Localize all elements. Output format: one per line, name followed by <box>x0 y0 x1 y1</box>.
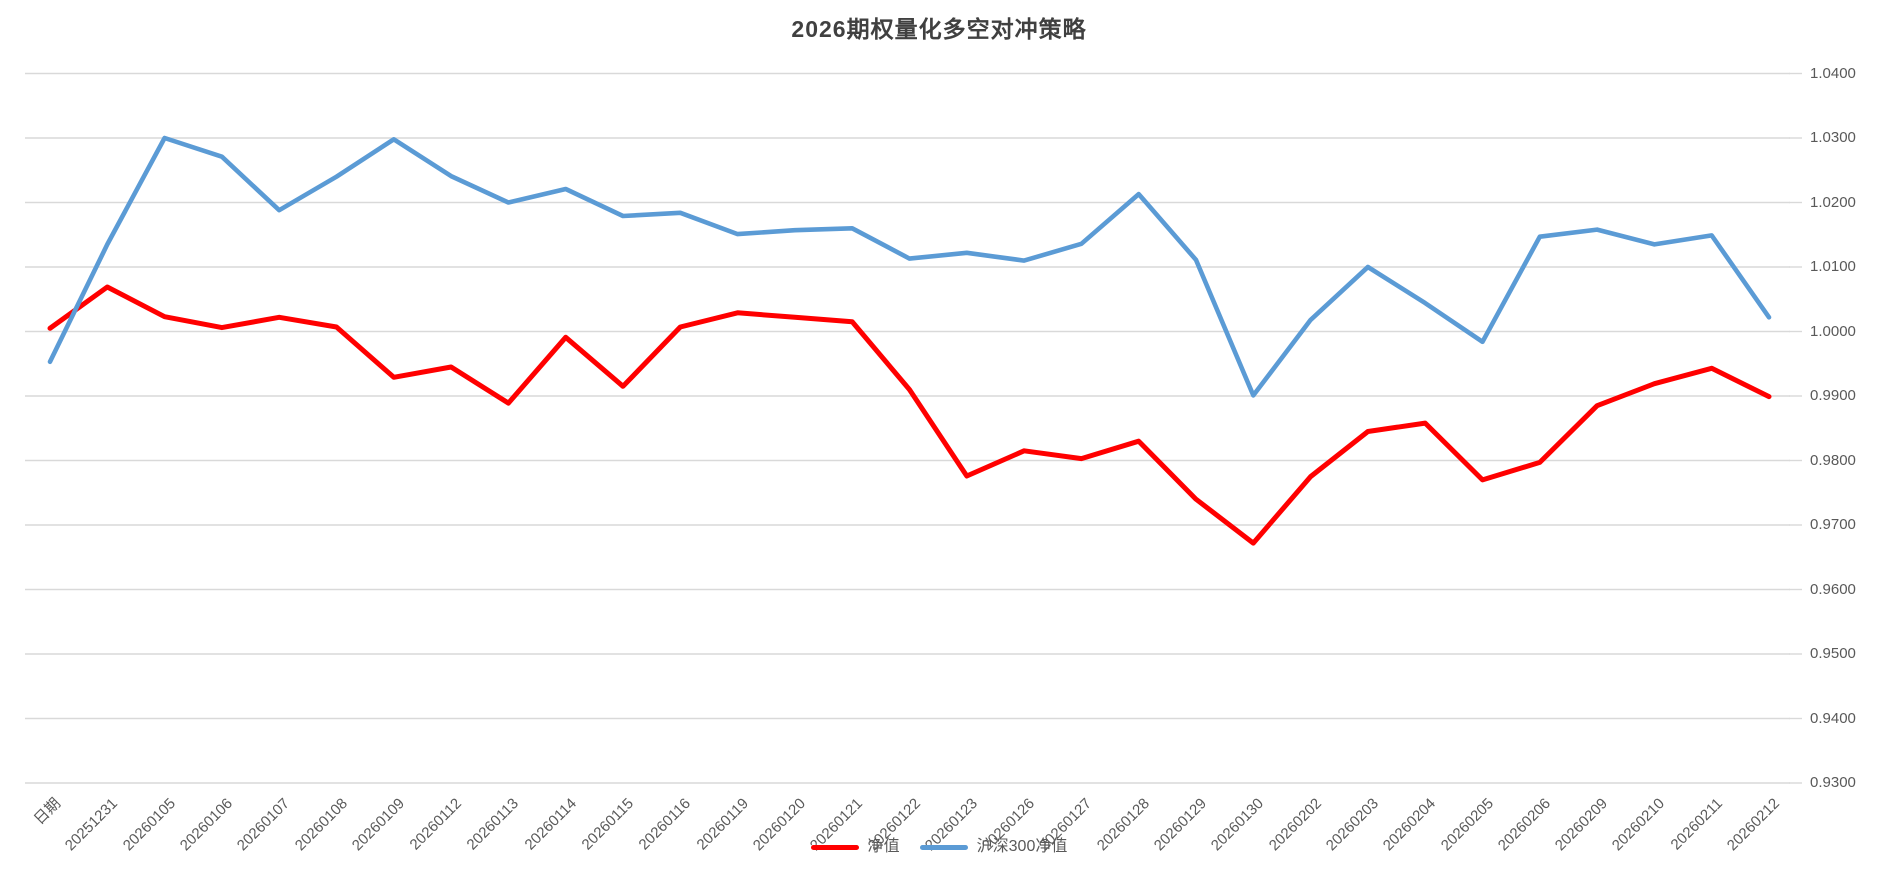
y-axis-label: 0.9700 <box>1810 516 1856 533</box>
series-line-沪深300净值[interactable] <box>47 135 1772 398</box>
y-axis-label: 1.0000 <box>1810 322 1856 340</box>
y-axis-label: 0.9500 <box>1810 645 1856 662</box>
legend: 净值 沪深300净值 <box>0 838 1878 856</box>
hs300-net-value-line-marker <box>919 844 968 850</box>
legend-label-hs300-net-value: 沪深300净值 <box>976 838 1068 855</box>
y-axis-label: 1.0400 <box>1810 64 1856 82</box>
y-axis-label: 1.0200 <box>1810 193 1856 211</box>
y-axis-label: 0.9900 <box>1810 387 1856 404</box>
legend-item-hs300-net-value[interactable]: 沪深300净值 <box>919 838 1068 856</box>
y-axis-label: 1.0300 <box>1810 129 1856 146</box>
y-axis-label: 0.9400 <box>1810 709 1856 727</box>
y-axis-label: 1.0100 <box>1810 258 1856 275</box>
legend-label-net-value: 净值 <box>867 838 900 855</box>
legend-item-net-value[interactable]: 净值 <box>810 838 900 856</box>
y-axis-label: 0.9600 <box>1810 580 1856 598</box>
y-axis-label: 0.9300 <box>1810 774 1856 791</box>
chart-title: 2026期权量化多空对冲策略 <box>791 16 1087 42</box>
series-line-净值[interactable] <box>47 284 1772 546</box>
net-value-line-marker <box>810 844 859 850</box>
y-axis-label: 0.9800 <box>1810 451 1856 469</box>
